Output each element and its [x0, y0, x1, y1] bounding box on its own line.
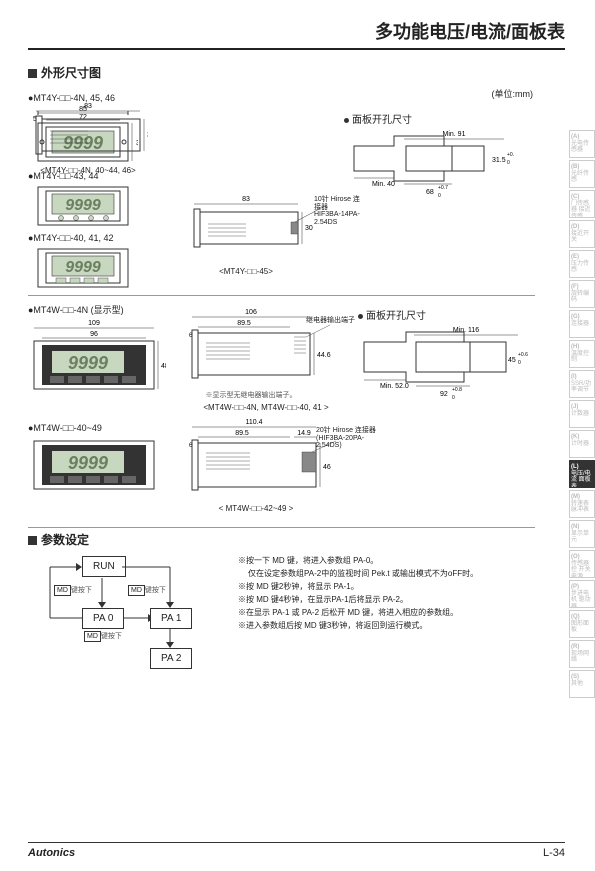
svg-text:+0.7: +0.7 [438, 185, 448, 191]
side-tab-1[interactable]: (B)光纤传感 [569, 160, 595, 188]
relay-label: 继电器输出端子 [306, 315, 355, 325]
svg-text:44.6: 44.6 [317, 352, 331, 359]
svg-text:Min. 91: Min. 91 [443, 131, 466, 138]
side-tab-15[interactable]: (P)步进电机 驱动器 [569, 580, 595, 608]
svg-text:83: 83 [242, 196, 250, 203]
mt4w-front: 109 96 9999 48 [28, 318, 166, 393]
svg-text:0: 0 [452, 395, 455, 401]
svg-text:89.5: 89.5 [235, 430, 249, 437]
svg-text:30: 30 [147, 132, 148, 139]
svg-text:+0.3: +0.3 [507, 152, 514, 158]
caption-2: <MT4Y-□□-45> [186, 267, 306, 276]
svg-text:109: 109 [88, 320, 100, 327]
side-tab-14[interactable]: (O)传感器控 开关电源 [569, 550, 595, 578]
svg-text:+0.6: +0.6 [518, 352, 528, 358]
svg-text:Min. 52.0: Min. 52.0 [380, 383, 409, 390]
svg-text:48: 48 [161, 363, 166, 370]
side-tab-6[interactable]: (G)连接器 [569, 310, 595, 338]
svg-text:68: 68 [426, 189, 434, 196]
mt4y-side-diagram-1: 83 5 30 [28, 101, 148, 163]
svg-text:9999: 9999 [68, 453, 108, 473]
side-tab-2[interactable]: (C)门传感器 接近传感 [569, 190, 595, 218]
unit-label: (单位:mm) [492, 87, 534, 100]
side-tab-4[interactable]: (E)压力传感 [569, 250, 595, 278]
side-tab-9[interactable]: (J)计数器 [569, 400, 595, 428]
side-tab-3[interactable]: (D)接近开关 [569, 220, 595, 248]
svg-text:106: 106 [245, 309, 257, 316]
variant-3: ●MT4Y-□□-40, 41, 42 [28, 233, 138, 243]
variant-5: ●MT4W-□□-40~49 [28, 423, 166, 433]
side-tab-7[interactable]: (H)温度控制 [569, 340, 595, 368]
svg-text:30: 30 [305, 225, 313, 232]
side-tab-16[interactable]: (Q)图形面板 [569, 610, 595, 638]
svg-text:89.5: 89.5 [237, 320, 251, 327]
svg-text:0: 0 [518, 360, 521, 366]
mt4y-front-3: 9999 [28, 245, 138, 293]
svg-text:Min. 40: Min. 40 [372, 181, 395, 188]
svg-text:Min. 116: Min. 116 [453, 327, 479, 334]
side-tab-18[interactable]: (S)其他 [569, 670, 595, 698]
hirose-2-label: 20针 Hirose 连接器 (HIF3BA-20PA-2.54DS) [316, 427, 376, 450]
svg-text:14.9: 14.9 [297, 430, 311, 437]
svg-text:9999: 9999 [68, 353, 108, 373]
side-tabs: (A)光电传感器(B)光纤传感(C)门传感器 接近传感(D)接近开关(E)压力传… [569, 130, 595, 700]
section-dimensions-title: 外形尺寸图 [28, 64, 565, 81]
caption-3: ※显示型无继电器输出端子。 [186, 390, 316, 400]
svg-text:46: 46 [323, 464, 331, 471]
variant-4: ●MT4W-□□-4N (显示型) [28, 303, 166, 316]
mt4y-front-2: 9999 [28, 183, 138, 231]
svg-text:0: 0 [438, 193, 441, 199]
svg-text:9999: 9999 [65, 259, 101, 276]
svg-text:+0.8: +0.8 [452, 387, 462, 393]
svg-text:110.4: 110.4 [246, 419, 263, 426]
svg-text:0: 0 [507, 160, 510, 166]
side-tab-17[interactable]: (R)现场网络 [569, 640, 595, 668]
caption-5: < MT4W-□□-42~49 > [186, 504, 326, 513]
side-tab-10[interactable]: (K)计时器 [569, 430, 595, 458]
svg-text:45: 45 [508, 357, 516, 364]
variant-2: ●MT4Y-□□-43, 44 [28, 171, 138, 181]
svg-text:9999: 9999 [65, 197, 101, 214]
panel-cut-2: Min. 116 45 +0.6 0 Min. 52.0 92 +0.8 0 [358, 322, 528, 412]
panel-cut-2-title: 面板开孔尺寸 [358, 307, 528, 322]
page-title: 多功能电压/电流/面板表 [28, 18, 565, 50]
side-tab-0[interactable]: (A)光电传感器 [569, 130, 595, 158]
caption-4: <MT4W-□□-4N, MT4W-□□-40, 41 > [186, 403, 346, 412]
side-tab-8[interactable]: (I)SSR/功率调节 [569, 370, 595, 398]
side-tab-11[interactable]: (L)电压/电流 面板表 [569, 460, 595, 488]
svg-text:83: 83 [84, 103, 92, 110]
hirose-1-label: 10针 Hirose 连接器 HIF3BA-14PA-2.54DS [314, 196, 366, 227]
flowchart: RUN MD键按下 MD键按下 PA 0 P [28, 556, 228, 671]
notes-block: ※按一下 MD 键，将进入参数组 PA-0。 仅在设定参数组PA-2中的监视时间… [238, 555, 518, 633]
panel-cut-1: Min. 91 31.5 +0.3 0 Min. 40 68 +0.7 0 [344, 126, 514, 206]
side-tab-12[interactable]: (M)转速表 脉冲表 [569, 490, 595, 518]
mt4w-front-2: 9999 [28, 435, 166, 497]
section-params-title: 参数设定 [28, 531, 228, 548]
side-tab-13[interactable]: (N)显示单元 [569, 520, 595, 548]
svg-text:96: 96 [90, 331, 98, 338]
svg-text:92: 92 [440, 391, 448, 398]
panel-cut-1-title: 面板开孔尺寸 [344, 111, 514, 126]
footer: Autonics L-34 [28, 842, 565, 859]
side-tab-5[interactable]: (F)旋转编码 [569, 280, 595, 308]
svg-text:31.5: 31.5 [492, 157, 506, 164]
